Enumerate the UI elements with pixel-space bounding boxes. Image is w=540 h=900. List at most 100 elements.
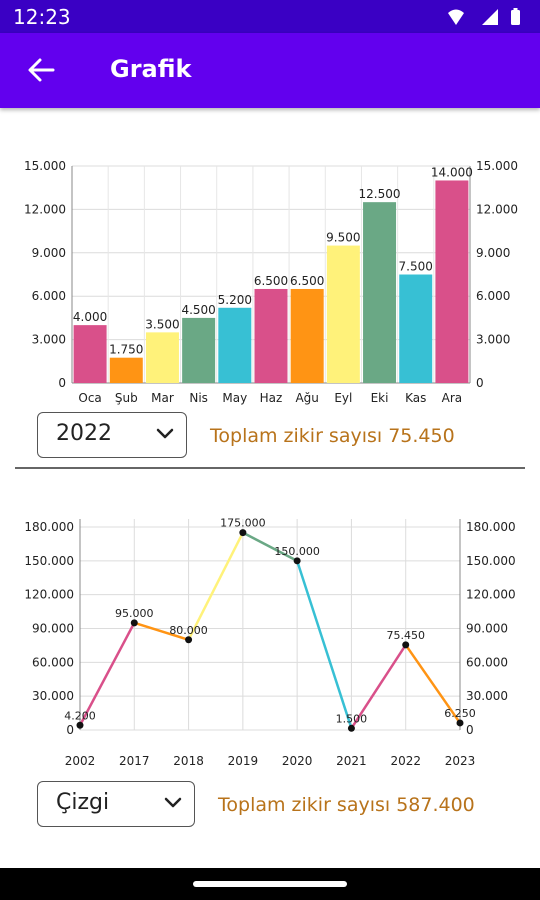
point-value-label: 150.000 [274,545,320,558]
x-tick-label: Eyl [334,391,352,405]
y-tick-label-left: 30.000 [32,689,74,703]
navigation-bar [0,868,540,900]
bar-value-label: 6.500 [290,274,324,288]
bar-value-label: 5.200 [218,293,252,307]
data-point [76,721,84,729]
page-title: Grafik [110,55,192,83]
data-point [130,619,138,627]
x-tick-label: Nis [189,391,208,405]
series-line-segment [187,532,244,641]
bar [182,317,216,383]
data-point [293,557,301,565]
y-tick-label-right: 90.000 [466,622,508,636]
data-point [456,719,464,727]
chart-type-dropdown[interactable]: Çizgi [37,781,195,827]
bar [290,288,324,383]
status-bar: 12:23 [0,0,540,33]
bar [326,245,360,383]
yearly-total-text: Toplam zikir sayısı 587.400 [218,794,475,816]
series-line-segment [133,621,189,641]
point-value-label: 75.450 [386,629,425,642]
point-value-label: 175.000 [220,517,266,530]
bar-value-label: 1.750 [109,343,143,357]
x-tick-label: May [222,391,247,405]
series-line-segment [295,560,353,729]
series-line-segment [78,622,136,726]
chevron-down-icon [156,428,174,439]
y-tick-label-left: 150.000 [24,554,74,568]
y-tick-label-right: 180.000 [466,520,516,534]
x-tick-label: Mar [151,391,174,405]
series-line-segment [350,644,407,729]
x-tick-label: Şub [115,391,138,405]
y-tick-label-right: 30.000 [466,689,508,703]
x-tick-label: 2017 [119,754,150,768]
y-tick-label-left: 0 [58,376,66,390]
year-dropdown-value: 2022 [56,421,112,446]
data-point [402,641,410,649]
point-value-label: 95.000 [115,607,154,620]
y-tick-label-right: 15.000 [476,159,518,173]
x-tick-label: 2023 [445,754,476,768]
bar-value-label: 4.000 [73,310,107,324]
point-value-label: 4.200 [64,709,96,722]
status-icons [448,8,520,25]
y-tick-label-left: 90.000 [32,622,74,636]
x-tick-label: 2002 [65,754,96,768]
monthly-bar-chart: 0 0 3.000 3.000 6.000 6.000 9.000 9.000 12.000 12… [24,159,518,405]
series-line-segment [404,644,462,724]
arrow-left-icon[interactable] [26,57,56,83]
bar-value-label: 6.500 [254,274,288,288]
y-tick-label-left: 12.000 [24,202,66,216]
bar [399,274,433,383]
section-divider [15,467,525,469]
bar [109,357,143,383]
y-tick-label-right: 6.000 [476,289,510,303]
x-tick-label: Ara [442,391,463,405]
y-tick-label-left: 9.000 [32,246,66,260]
bar-value-label: 3.500 [145,317,179,331]
y-tick-label-left: 15.000 [24,159,66,173]
x-tick-label: 2019 [228,754,259,768]
y-tick-label-right: 0 [476,376,484,390]
point-value-label: 1.500 [336,712,368,725]
x-tick-label: Oca [78,391,101,405]
signal-icon [482,9,498,25]
bar-value-label: 9.500 [326,231,360,245]
y-tick-label-left: 0 [66,723,74,737]
chevron-down-icon [164,797,182,808]
y-tick-label-left: 120.000 [24,588,74,602]
bar [218,307,252,383]
x-tick-label: Kas [405,391,426,405]
wifi-icon [448,9,464,25]
y-tick-label-left: 6.000 [32,289,66,303]
chart-type-dropdown-value: Çizgi [56,790,110,815]
y-tick-label-left: 60.000 [32,655,74,669]
bar [73,325,107,383]
status-time: 12:23 [13,5,71,29]
y-tick-label-right: 9.000 [476,246,510,260]
monthly-total-text: Toplam zikir sayısı 75.450 [210,425,455,447]
y-tick-label-right: 12.000 [476,202,518,216]
bar [145,332,179,383]
home-handle[interactable] [193,881,347,887]
y-tick-label-left: 180.000 [24,520,74,534]
data-point [185,636,193,644]
x-tick-label: Eki [371,391,389,405]
bar [435,180,469,383]
bar-value-label: 4.500 [181,303,215,317]
bar-value-label: 7.500 [399,260,433,274]
point-value-label: 6.250 [444,707,476,720]
point-value-label: 80.000 [169,624,208,637]
battery-icon [511,8,520,25]
y-tick-label-right: 3.000 [476,333,510,347]
y-tick-label-right: 60.000 [466,655,508,669]
x-tick-label: Haz [260,391,283,405]
yearly-line-chart: 0 0 30.000 30.000 60.000 60.000 90.000 90.000 12… [24,517,516,768]
x-tick-label: 2022 [390,754,421,768]
bar-value-label: 12.500 [359,187,401,201]
data-point [239,529,247,537]
y-tick-label-right: 150.000 [466,554,516,568]
year-dropdown[interactable]: 2022 [37,412,187,458]
app-bar: Grafik [0,33,540,108]
